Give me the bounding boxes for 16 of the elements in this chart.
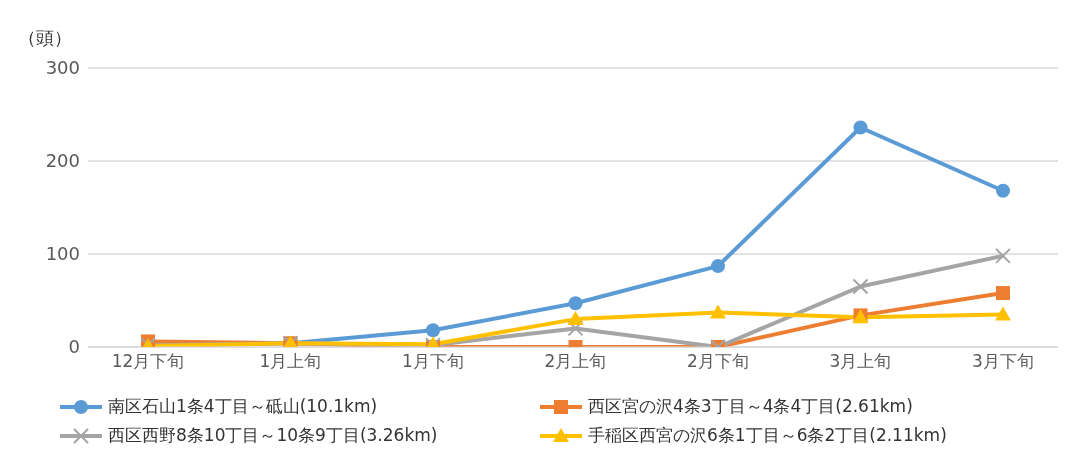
y-axis-title: （頭） [18,26,72,50]
y-tick-label: 300 [45,57,80,79]
x-tick-label: 1月下旬 [402,351,464,372]
x-tick-label: 2月下旬 [687,351,749,372]
x-tick-label: 2月上旬 [544,351,607,372]
legend-label: 西区西野8条10丁目～10条9丁目(3.26km) [108,424,438,447]
y-tick-label: 100 [45,243,80,265]
y-tick-label: 0 [68,336,80,358]
y-tick-label: 200 [45,150,80,172]
legend-label: 手稲区西宮の沢6条1丁目～6条2丁目(2.11km) [588,424,947,447]
x-tick-label: 3月上旬 [829,351,892,372]
x-tick-label: 1月上旬 [259,351,322,372]
x-tick-label: 3月下旬 [972,351,1034,372]
x-tick-label: 12月下旬 [111,351,185,372]
legend-label: 南区石山1条4丁目～砥山(10.1km) [108,395,378,418]
legend-label: 西区宮の沢4条3丁目～4条4丁目(2.61km) [588,395,913,418]
